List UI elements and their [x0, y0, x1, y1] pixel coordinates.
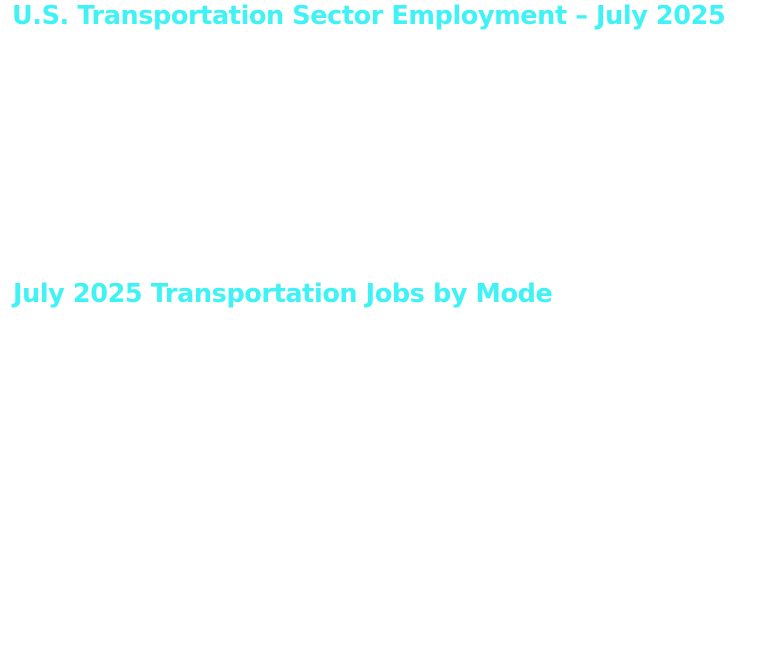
- jobs-by-mode-section-blank: [12, 322, 762, 652]
- page-title: U.S. Transportation Sector Employment – …: [12, 1, 726, 31]
- section-title: July 2025 Transportation Jobs by Mode: [13, 279, 553, 309]
- summary-section-blank: [12, 44, 762, 270]
